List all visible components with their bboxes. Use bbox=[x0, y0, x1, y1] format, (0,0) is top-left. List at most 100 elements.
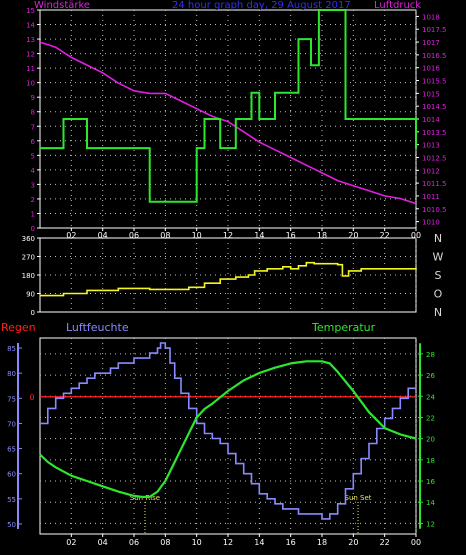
pressure-tick-label: 1018 bbox=[422, 13, 440, 21]
wind-speed-tick-label: 7 bbox=[31, 123, 35, 131]
x-tick-label: 02 bbox=[66, 538, 76, 547]
wind-direction-series-line bbox=[40, 261, 417, 297]
x-tick-label: 16 bbox=[286, 538, 296, 547]
rain-humidity-temperature-plot-frame bbox=[39, 337, 417, 535]
x-tick-label: 12 bbox=[223, 538, 233, 547]
pressure-series-line bbox=[39, 41, 417, 205]
pressure-tick-label: 1015.5 bbox=[422, 78, 447, 86]
temperature-tick-label: 28 bbox=[426, 351, 435, 359]
pressure-label: Luftdruck bbox=[374, 0, 421, 11]
temperature-tick-label: 12 bbox=[426, 520, 435, 528]
wind-speed-series-line bbox=[40, 9, 417, 203]
pressure-tick-label: 1017.5 bbox=[422, 26, 447, 34]
pressure-axis-ticks: 1010 1010.5 1011 1011.5 1012 1012.5 1013 1013.5… bbox=[416, 13, 447, 227]
rain-zero-label: 0 bbox=[29, 393, 34, 402]
x-tick-label: 22 bbox=[380, 231, 390, 240]
wind-speed-tick-label: 10 bbox=[26, 80, 35, 88]
wind-speed-tick-label: 13 bbox=[26, 36, 35, 44]
pressure-tick-label: 1014.5 bbox=[422, 103, 447, 111]
x-tick-label: 14 bbox=[254, 231, 264, 240]
sun-marker-label: Sun Set bbox=[345, 494, 372, 502]
x-tick-label: 00 bbox=[411, 231, 421, 240]
x-tick-label: 10 bbox=[192, 231, 202, 240]
temperature-axis-ticks: 12 14 16 18 20 22 24 26 28 bbox=[418, 343, 435, 529]
chart-title: 24 hour graph day, 29 August 2017 bbox=[172, 0, 351, 11]
temperature-series-line bbox=[39, 360, 417, 498]
wind-speed-tick-label: 4 bbox=[31, 167, 36, 175]
rain-humidity-temperature-series: 0 bbox=[29, 342, 417, 520]
humidity-tick-label: 65 bbox=[7, 446, 16, 454]
x-tick-label: 06 bbox=[129, 538, 139, 547]
wind-speed-label: Windstärke bbox=[34, 0, 90, 11]
compass-letter: S bbox=[435, 269, 442, 282]
x-tick-label: 02 bbox=[66, 231, 76, 240]
humidity-tick-label: 50 bbox=[7, 521, 16, 529]
wind-speed-tick-label: 0 bbox=[31, 225, 35, 233]
wind-speed-tick-label: 12 bbox=[26, 51, 35, 59]
temperature-tick-label: 16 bbox=[426, 478, 435, 486]
wind-speed-tick-label: 3 bbox=[31, 181, 35, 189]
pressure-tick-label: 1010.5 bbox=[422, 206, 447, 214]
pressure-tick-label: 1013.5 bbox=[422, 129, 447, 137]
x-tick-label: 00 bbox=[411, 538, 421, 547]
temperature-tick-label: 26 bbox=[426, 372, 435, 380]
wind-direction-tick-label: 360 bbox=[22, 235, 35, 243]
temperature-label: Temperatur bbox=[311, 321, 376, 334]
rain-humidity-temperature-x-ticks: 02 04 06 08 10 12 14 16 18 20 22 00 bbox=[66, 534, 421, 547]
x-tick-label: 08 bbox=[160, 231, 170, 240]
pressure-tick-label: 1011.5 bbox=[422, 180, 447, 188]
pressure-tick-label: 1017 bbox=[422, 39, 440, 47]
x-tick-label: 20 bbox=[348, 538, 358, 547]
wind-speed-tick-label: 15 bbox=[26, 7, 35, 15]
wind-speed-tick-label: 1 bbox=[31, 210, 35, 218]
wind-direction-tick-label: 270 bbox=[22, 254, 35, 262]
compass-letter: O bbox=[434, 288, 443, 301]
pressure-tick-label: 1016 bbox=[422, 65, 440, 73]
x-tick-label: 22 bbox=[380, 538, 390, 547]
pressure-tick-label: 1011 bbox=[422, 193, 440, 201]
wind-speed-tick-label: 9 bbox=[31, 94, 35, 102]
x-tick-label: 04 bbox=[98, 231, 108, 240]
wind-direction-tick-label: 90 bbox=[26, 291, 35, 299]
pressure-tick-label: 1012 bbox=[422, 167, 440, 175]
x-tick-label: 16 bbox=[286, 231, 296, 240]
x-tick-label: 18 bbox=[317, 231, 327, 240]
x-tick-label: 20 bbox=[348, 231, 358, 240]
wind-direction-plot-frame bbox=[39, 237, 417, 313]
wind-pressure-x-ticks: 02 04 06 08 10 12 14 16 18 20 22 00 bbox=[66, 228, 421, 240]
humidity-axis-ticks: 50 55 60 65 70 75 80 85 bbox=[7, 343, 22, 529]
x-tick-label: 06 bbox=[129, 231, 139, 240]
pressure-tick-label: 1010 bbox=[422, 219, 440, 227]
temperature-tick-label: 22 bbox=[426, 414, 435, 422]
x-tick-label: 18 bbox=[317, 538, 327, 547]
wind-direction-tick-label: 180 bbox=[22, 272, 35, 280]
wind-direction-series bbox=[40, 261, 417, 297]
x-tick-label: 08 bbox=[160, 538, 170, 547]
temperature-tick-label: 14 bbox=[426, 499, 435, 507]
compass-letter: N bbox=[434, 232, 442, 245]
temperature-tick-label: 24 bbox=[426, 393, 435, 401]
humidity-tick-label: 55 bbox=[7, 496, 16, 504]
humidity-tick-label: 75 bbox=[7, 395, 16, 403]
wind-direction-axis-ticks: 0 90 180 270 360 bbox=[22, 235, 40, 317]
compass-letter: W bbox=[433, 251, 444, 264]
humidity-tick-label: 80 bbox=[7, 370, 16, 378]
humidity-tick-label: 85 bbox=[7, 345, 16, 353]
pressure-tick-label: 1013 bbox=[422, 142, 440, 150]
x-tick-label: 10 bbox=[192, 538, 202, 547]
x-tick-label: 14 bbox=[254, 538, 264, 547]
temperature-tick-label: 18 bbox=[426, 457, 435, 465]
compass-letter: N bbox=[434, 306, 442, 319]
wind-direction-tick-label: 0 bbox=[31, 309, 35, 317]
x-tick-label: 12 bbox=[223, 231, 233, 240]
wind-speed-tick-label: 6 bbox=[31, 138, 36, 146]
wind-speed-tick-label: 2 bbox=[31, 196, 35, 204]
humidity-label: Luftfeuchte bbox=[66, 321, 129, 334]
x-tick-label: 04 bbox=[98, 538, 108, 547]
wind-speed-tick-label: 8 bbox=[31, 109, 35, 117]
humidity-series-line bbox=[40, 342, 416, 520]
temperature-tick-label: 20 bbox=[426, 436, 435, 444]
